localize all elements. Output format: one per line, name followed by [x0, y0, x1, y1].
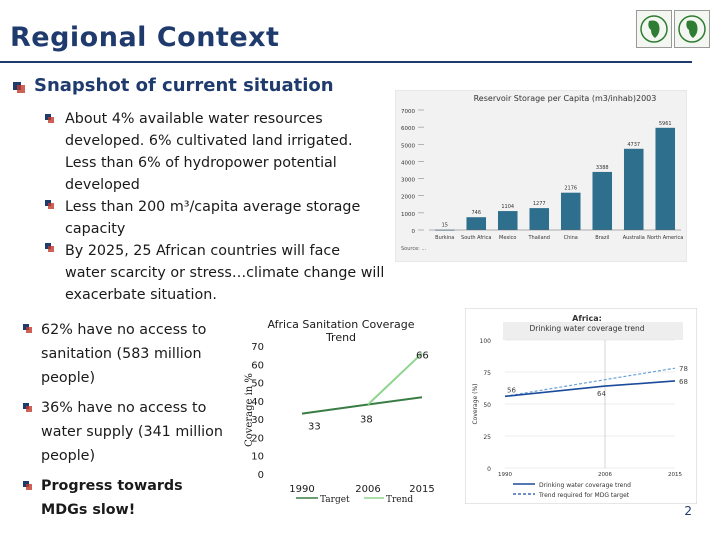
data-label: 38: [360, 415, 373, 426]
bullet-item: By 2025, 25 African countries will face …: [65, 243, 385, 303]
series-line-mdg-target: [504, 367, 676, 397]
section-heading: Snapshot of current situation: [34, 75, 334, 96]
x-tick-label: 2015: [668, 472, 682, 478]
afdb-logo: [636, 10, 672, 48]
y-tick-label: 0: [258, 470, 264, 481]
x-tick-label: North America: [647, 235, 683, 241]
bar: [466, 217, 487, 230]
x-tick-label: Brazil: [595, 235, 609, 241]
data-label: 56: [507, 386, 516, 394]
y-tick-label: 7000: [401, 109, 415, 115]
data-label: 4737: [627, 142, 640, 148]
y-tick-label: 6000: [401, 126, 415, 132]
data-label: 66: [416, 350, 429, 361]
y-tick-label: 3000: [401, 178, 415, 184]
data-label: 3388: [596, 165, 609, 171]
slide-title: Regional Context: [10, 22, 280, 53]
chart-title: Drinking water coverage trend: [530, 324, 645, 333]
series-line-target: [301, 396, 423, 415]
title-divider: [0, 61, 692, 63]
y-tick-label: 60: [251, 360, 264, 371]
reservoir-storage-chart: Reservoir Storage per Capita (m3/inhab)2…: [395, 90, 687, 262]
legend-label: Trend required for MDG target: [538, 492, 630, 499]
y-tick-label: 70: [251, 342, 264, 353]
bar: [497, 211, 518, 230]
data-label: 1277: [533, 201, 546, 207]
y-tick-label: 0: [412, 229, 416, 235]
x-tick-label: 1990: [498, 472, 512, 478]
y-axis-label: Coverage (%): [472, 383, 479, 424]
data-label: 64: [597, 390, 606, 398]
left-bullet-list: 62% have no access to sanitation (583 mi…: [41, 318, 231, 528]
bullet-icon: [45, 200, 54, 209]
bullet-item: Less than 200 m³/capita average storage …: [65, 199, 361, 237]
top-bullet-list: About 4% available water resources devel…: [65, 108, 385, 306]
series-line-coverage: [504, 380, 676, 398]
bar: [529, 208, 550, 230]
data-label: 746: [471, 210, 481, 216]
legend-label: Target: [320, 495, 350, 505]
chart-title: Reservoir Storage per Capita (m3/inhab)2…: [474, 94, 657, 103]
x-tick-label: South Africa: [461, 235, 491, 241]
bullet-item: About 4% available water resources devel…: [65, 111, 353, 193]
water-coverage-chart: Africa:Drinking water coverage trend0255…: [465, 308, 697, 504]
data-label: 5961: [659, 121, 672, 127]
bullet-item: Progress towards MDGs slow!: [41, 478, 183, 518]
x-tick-label: 2015: [409, 484, 434, 495]
y-tick-label: 20: [251, 433, 264, 444]
y-tick-label: 4000: [401, 160, 415, 166]
y-tick-label: 2000: [401, 195, 415, 201]
bar: [655, 127, 676, 230]
chart-background: [465, 308, 697, 504]
chart-title: Trend: [325, 331, 356, 344]
legend-label: Trend: [386, 495, 413, 505]
x-tick-label: Mexico: [499, 235, 516, 241]
x-tick-label: 2006: [355, 484, 380, 495]
y-tick-label: 40: [251, 397, 264, 408]
title-band: [503, 322, 683, 340]
series-line-trend: [367, 352, 423, 406]
chart-source: Source: ...: [401, 246, 427, 252]
x-tick-label: China: [564, 235, 578, 241]
afdb-logo-secondary: [674, 10, 710, 48]
x-tick-label: 1990: [289, 484, 314, 495]
x-tick-label: Burkina: [435, 235, 454, 241]
data-label: 33: [308, 422, 321, 433]
y-tick-label: 50: [251, 379, 264, 390]
y-tick-label: 25: [483, 434, 491, 441]
y-tick-label: 50: [483, 402, 491, 409]
bullet-item: 62% have no access to sanitation (583 mi…: [41, 322, 207, 386]
x-tick-label: Australia: [623, 235, 645, 241]
data-label: 1104: [501, 204, 514, 210]
bar: [592, 171, 613, 230]
x-tick-label: 2006: [598, 472, 612, 478]
bullet-icon: [45, 243, 54, 252]
bullet-icon: [45, 114, 54, 123]
data-label: 2176: [564, 186, 577, 192]
data-label: 78: [679, 365, 688, 373]
bullet-icon: [23, 403, 32, 412]
bullet-item: 36% have no access to water supply (341 …: [41, 400, 223, 464]
x-tick-label: Thailand: [528, 235, 550, 241]
y-tick-label: 100: [480, 338, 492, 345]
y-tick-label: 5000: [401, 143, 415, 149]
data-label: 15: [442, 223, 448, 229]
chart-title: Africa Sanitation Coverage: [268, 318, 415, 331]
sanitation-coverage-chart: Africa Sanitation CoverageTrend010203040…: [244, 318, 435, 505]
y-tick-label: 75: [483, 370, 491, 377]
bullet-icon: [23, 324, 32, 333]
legend-label: Drinking water coverage trend: [539, 482, 631, 489]
page-number: 2: [684, 504, 692, 518]
chart-title: Africa:: [572, 314, 602, 323]
y-tick-label: 30: [251, 415, 264, 426]
y-tick-label: 1000: [401, 212, 415, 218]
y-axis-label: Coverage in %: [244, 373, 255, 447]
bullet-icon: [23, 481, 32, 490]
data-label: 68: [679, 378, 688, 386]
bar: [623, 148, 644, 230]
bar: [560, 192, 581, 230]
y-tick-label: 0: [487, 466, 491, 473]
y-tick-label: 10: [251, 452, 264, 463]
bullet-icon: [13, 82, 25, 93]
